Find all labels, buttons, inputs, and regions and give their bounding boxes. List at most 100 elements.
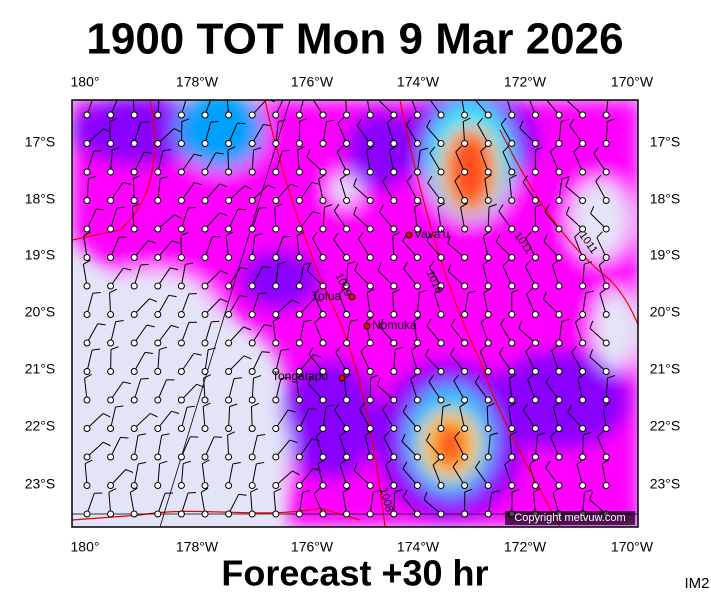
station <box>532 312 538 318</box>
station <box>509 483 515 489</box>
station <box>532 426 538 432</box>
station <box>485 283 491 289</box>
station <box>509 312 515 318</box>
station <box>131 112 137 118</box>
lat-label: 17°S <box>25 134 56 150</box>
station <box>485 454 491 460</box>
station <box>391 511 397 517</box>
station <box>603 397 609 403</box>
barb <box>211 321 219 322</box>
station <box>155 255 161 261</box>
station <box>509 340 515 346</box>
station <box>131 397 137 403</box>
station <box>249 483 255 489</box>
station <box>344 198 350 204</box>
station <box>414 511 420 517</box>
station <box>367 141 373 147</box>
lon-label: 178°W <box>176 539 219 555</box>
station <box>249 169 255 175</box>
station <box>84 397 90 403</box>
barb <box>378 92 381 99</box>
station <box>273 312 279 318</box>
station <box>509 426 515 432</box>
station <box>367 340 373 346</box>
lon-label: 180° <box>71 539 100 555</box>
barb <box>96 209 104 210</box>
station <box>155 141 161 147</box>
station <box>603 226 609 232</box>
station <box>273 198 279 204</box>
station <box>344 226 350 232</box>
station <box>391 169 397 175</box>
station <box>296 340 302 346</box>
station <box>108 198 114 204</box>
station <box>178 198 184 204</box>
station <box>202 312 208 318</box>
station <box>462 255 468 261</box>
station <box>603 340 609 346</box>
station <box>226 426 232 432</box>
station <box>438 198 444 204</box>
station <box>296 312 302 318</box>
station <box>603 483 609 489</box>
barb <box>461 89 468 93</box>
station <box>108 397 114 403</box>
station <box>249 340 255 346</box>
station <box>532 226 538 232</box>
station <box>462 112 468 118</box>
station <box>155 198 161 204</box>
station <box>202 169 208 175</box>
station <box>320 511 326 517</box>
station <box>131 426 137 432</box>
station <box>344 312 350 318</box>
station <box>84 255 90 261</box>
station <box>556 454 562 460</box>
station <box>131 198 137 204</box>
forecast-label: Forecast +30 hr <box>221 553 488 594</box>
lon-label: 172°W <box>504 74 547 90</box>
station <box>320 397 326 403</box>
station <box>367 112 373 118</box>
station <box>438 397 444 403</box>
station <box>485 483 491 489</box>
station <box>462 511 468 517</box>
station <box>485 169 491 175</box>
barb <box>133 90 140 93</box>
station <box>391 226 397 232</box>
station <box>556 340 562 346</box>
station <box>178 112 184 118</box>
station <box>414 397 420 403</box>
station <box>367 283 373 289</box>
station <box>108 426 114 432</box>
station <box>344 454 350 460</box>
station <box>509 169 515 175</box>
station <box>226 369 232 375</box>
station <box>131 483 137 489</box>
station <box>344 169 350 175</box>
station <box>344 369 350 375</box>
station <box>320 312 326 318</box>
station <box>367 511 373 517</box>
station <box>178 511 184 517</box>
station <box>273 112 279 118</box>
place-label: Tongatapu <box>272 369 328 383</box>
station <box>391 198 397 204</box>
station <box>178 283 184 289</box>
lon-label: 174°W <box>397 74 440 90</box>
station <box>603 255 609 261</box>
lat-label: 22°S <box>650 418 681 434</box>
station <box>603 454 609 460</box>
lat-label: 19°S <box>650 247 681 263</box>
station <box>155 340 161 346</box>
station <box>84 198 90 204</box>
barb <box>285 95 293 96</box>
lon-label: 178°W <box>176 74 219 90</box>
barb <box>188 207 196 208</box>
station <box>367 198 373 204</box>
station <box>556 169 562 175</box>
station <box>108 369 114 375</box>
station <box>580 283 586 289</box>
station <box>580 397 586 403</box>
station <box>320 112 326 118</box>
station <box>84 226 90 232</box>
